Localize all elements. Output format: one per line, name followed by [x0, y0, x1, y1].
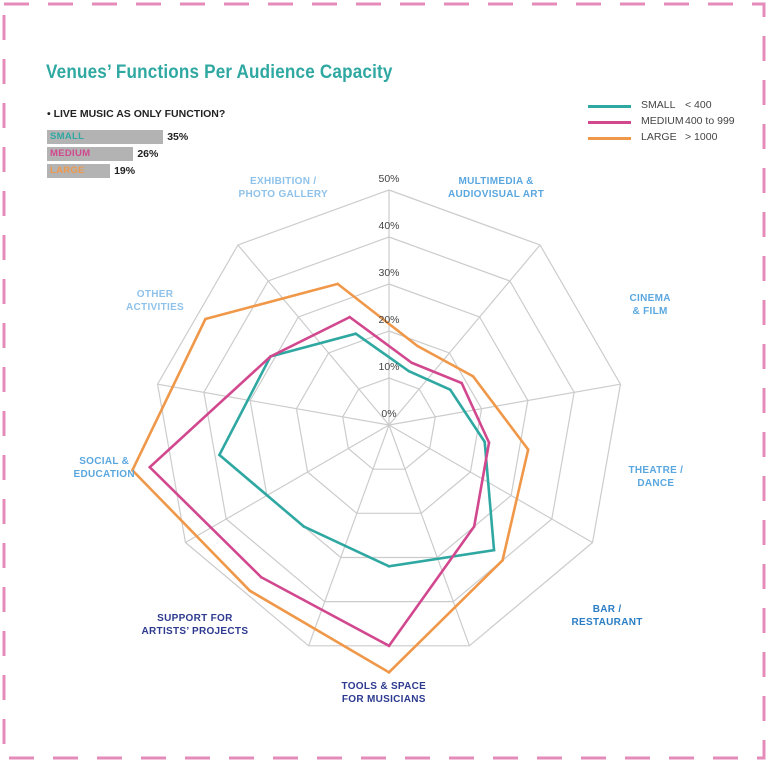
legend-item-medium: MEDIUM 400 to 999 [588, 115, 758, 130]
bar-label-medium: MEDIUM [50, 148, 91, 159]
radar-series [130, 282, 530, 674]
bar-label-large: LARGE [50, 165, 85, 176]
tick-label: 10% [378, 361, 400, 373]
data-point-small [407, 369, 410, 373]
data-point-small [354, 332, 358, 335]
legend-item-large: LARGE > 1000 [588, 131, 758, 146]
axis-label: TOOLS & SPACE FOR MUSICIANS [342, 680, 427, 706]
grid-ring-20 [295, 330, 483, 514]
data-point-large [204, 317, 207, 321]
legend-range-small: < 400 [685, 99, 712, 111]
grid-ring-10 [342, 377, 436, 470]
axis-label-line: CINEMA [629, 293, 671, 304]
bar-large [47, 164, 111, 178]
data-point-large [336, 282, 339, 286]
data-point-medium [487, 441, 491, 444]
tick-label: 30% [378, 267, 400, 279]
axis-label-line: AUDIOVISUAL ART [448, 189, 545, 200]
axis-label-line: DANCE [637, 478, 675, 489]
axis-label: MULTIMEDIA & AUDIOVISUAL ART [448, 175, 544, 201]
bar-small [47, 130, 164, 144]
axis-label-line: RESTAURANT [571, 617, 643, 628]
chart-title: Venues’ Functions Per Audience Capacity [46, 62, 393, 83]
data-point-small [448, 388, 452, 391]
grid-spoke [388, 424, 593, 544]
legend-swatch-large [588, 137, 631, 140]
data-point-large [526, 448, 530, 451]
series-line-large [130, 282, 530, 674]
data-point-medium [269, 355, 272, 358]
series-line-medium [147, 315, 491, 648]
data-point-medium [259, 575, 263, 579]
axis-label-line: PHOTO GALLERY [238, 189, 328, 200]
tick-label: 0% [381, 408, 397, 420]
data-point-large [387, 671, 391, 674]
grid-ring-30 [249, 283, 529, 559]
data-point-large [131, 468, 134, 472]
legend-swatch-medium [588, 121, 631, 124]
series-line-small [217, 332, 496, 568]
axis-label-line: EXHIBITION / [250, 176, 317, 187]
axis-label: THEATRE / DANCE [629, 464, 684, 490]
legend-range-medium: 400 to 999 [685, 115, 735, 127]
tick-label: 50% [378, 173, 400, 185]
data-point-small [302, 525, 306, 528]
data-point-small [492, 548, 496, 552]
data-point-medium [148, 465, 152, 469]
grid-spoke [388, 424, 470, 647]
data-point-large [471, 375, 475, 378]
data-point-medium [460, 381, 463, 385]
grid-spoke [185, 424, 390, 544]
data-point-large [248, 589, 252, 593]
data-point-medium [348, 315, 352, 319]
bar-value-large: 19% [114, 165, 136, 177]
axis-label: SUPPORT FOR ARTISTS’ PROJECTS [142, 612, 249, 638]
axis-label-line: SUPPORT FOR [157, 613, 233, 624]
axis-label-line: OTHER [136, 289, 174, 300]
data-point-large [416, 344, 420, 348]
grid-spoke [388, 383, 621, 426]
axis-label: BAR / RESTAURANT [572, 603, 643, 629]
data-point-small [483, 440, 486, 444]
legend-name-medium: MEDIUM [641, 115, 684, 127]
axis-label: OTHER ACTIVITIES [126, 288, 184, 314]
legend-item-small: SMALL < 400 [588, 99, 758, 114]
legend-name-small: SMALL [641, 99, 676, 111]
grid-ring-40 [203, 236, 575, 603]
data-point-small [387, 565, 391, 568]
axis-label-line: ACTIVITIES [126, 302, 185, 313]
axis-label: SOCIAL & EDUCATION [74, 455, 135, 481]
data-point-small [218, 453, 221, 457]
tick-label: 20% [378, 314, 400, 326]
axis-label-line: THEATRE / [628, 465, 684, 476]
grid-spoke [157, 383, 390, 426]
tick-label: 40% [378, 220, 400, 232]
bar-medium [47, 147, 134, 161]
axis-label-line: BAR / [592, 604, 622, 615]
axis-label-line: FOR MUSICIANS [341, 694, 426, 705]
live-music-question: • LIVE MUSIC AS ONLY FUNCTION? [47, 108, 226, 120]
axis-label-line: MULTIMEDIA & [458, 176, 534, 187]
axis-label-line: & FILM [632, 306, 668, 317]
data-point-large [501, 559, 504, 562]
data-point-medium [410, 361, 413, 365]
bar-value-small: 35% [167, 131, 189, 143]
data-point-medium [472, 525, 476, 528]
legend-range-large: > 1000 [685, 131, 718, 143]
legend-name-large: LARGE [641, 131, 677, 143]
axis-label: CINEMA & FILM [630, 292, 671, 318]
axis-label-line: SOCIAL & [79, 456, 130, 467]
legend-swatch-small [588, 105, 631, 108]
axis-label-line: ARTISTS’ PROJECTS [141, 626, 249, 637]
axis-label: EXHIBITION / PHOTO GALLERY [239, 175, 328, 201]
bar-value-medium: 26% [137, 148, 159, 160]
grid-spoke [388, 244, 541, 426]
axis-label-line: TOOLS & SPACE [341, 681, 427, 692]
axis-label-line: EDUCATION [73, 469, 135, 480]
bar-label-small: SMALL [50, 131, 85, 142]
data-point-medium [387, 644, 391, 648]
